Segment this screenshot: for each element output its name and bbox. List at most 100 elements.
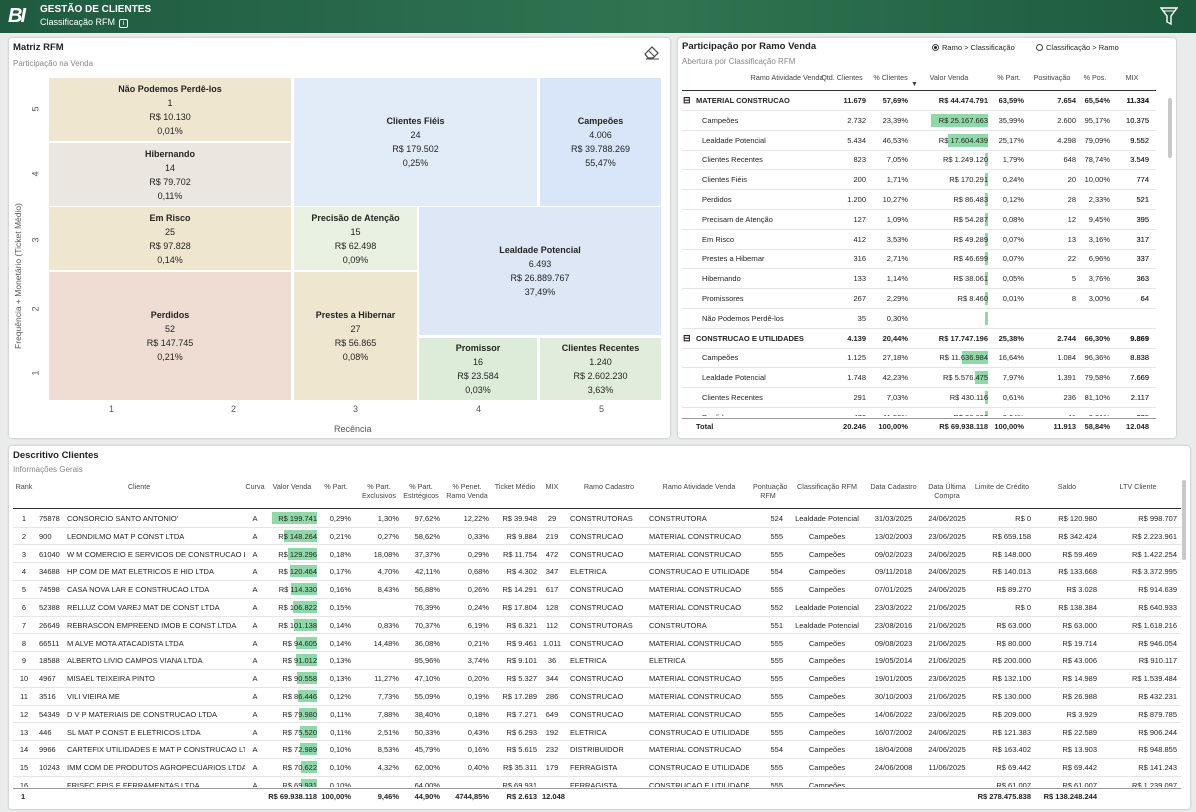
clients-row[interactable]: 2 900 LEONDILMO MAT P CONST LTDA A R$ 148.26… <box>9 527 1177 546</box>
part-cell: 521 <box>1136 195 1149 204</box>
part-row[interactable]: Precisam de Atenção 127 1,09% R$ 54.287 0,08… <box>678 210 1158 229</box>
radio-classificacao[interactable]: Classificação > Ramo <box>1036 43 1119 52</box>
clients-col-header[interactable]: % Part. <box>324 482 348 491</box>
clients-col-header[interactable]: Classificação RFM <box>797 482 857 491</box>
rank-cell: 4 <box>21 567 27 577</box>
rfm-tile[interactable]: Perdidos 52 R$ 147.745 0,21% <box>49 272 291 400</box>
part-row[interactable]: Clientes Fiéis 200 1,71% R$ 170.291 0,24% 20 1… <box>678 170 1158 189</box>
clients-col-header[interactable]: Curva <box>245 482 265 491</box>
rfm-tile[interactable]: Clientes Recentes 1.240 R$ 2.602.230 3,63% <box>540 338 661 400</box>
clients-col-header[interactable]: % Part. Exclusivos <box>362 482 396 500</box>
part-row[interactable]: Lealdade Potencial 5.434 46,53% R$ 17.604.4… <box>678 131 1158 150</box>
part-col-header[interactable]: % Pos. <box>1083 73 1107 82</box>
clients-cell: 219 <box>545 531 559 541</box>
clients-row[interactable]: 11 3516 VILI VIEIRA ME A R$ 86.446 0,12% 7,73%… <box>9 687 1177 706</box>
clients-cell: MATERIAL CONSTRUCAO <box>649 638 742 648</box>
clients-cell: 555 <box>770 674 783 684</box>
clients-cell: A <box>252 603 258 612</box>
part-cell <box>1028 309 1076 328</box>
row-divider <box>682 209 1156 210</box>
clients-col-header[interactable]: Pontuação RFM <box>753 482 788 500</box>
clients-scrollbar[interactable] <box>1182 480 1186 560</box>
clients-row[interactable]: 9 18588 ALBERTO LIVIO CAMPOS VIANA LTDA A R$… <box>9 651 1177 670</box>
part-row[interactable]: Perdidos 1.200 10,27% R$ 86.483 0,12% 28 2,33%… <box>678 190 1158 209</box>
sales-bar <box>296 672 317 685</box>
clients-row[interactable]: 1 75878 CONSORCIO SANTO ANTONIO' A R$ 199.74… <box>9 509 1177 528</box>
clients-row[interactable]: 3 61040 W M COMERCIO E SERVICOS DE CONSTRU… <box>9 545 1177 564</box>
rfm-tile[interactable]: Precisão de Atenção 15 R$ 62.498 0,09% <box>294 207 417 270</box>
part-cell: 1.125 <box>847 353 866 363</box>
clients-cell: 112 <box>546 620 558 630</box>
clients-row[interactable]: 10 4967 MISAEL TEIXEIRA PINTO A R$ 90.558 0,1… <box>9 669 1177 688</box>
rfm-tile[interactable]: Em Risco 25 R$ 97.828 0,14% <box>49 207 291 270</box>
clients-col-header[interactable]: Rank <box>15 482 33 491</box>
part-col-header[interactable]: Qtd. Clientes <box>821 73 863 82</box>
clients-row[interactable]: 4 34688 HP COM DE MAT ELETRICOS E HID LTDA… <box>9 562 1177 581</box>
clients-col-header[interactable]: Data Cadastro <box>870 482 917 491</box>
part-row[interactable]: Campeões 2.732 23,39% R$ 25.167.663 35,99% 2.… <box>678 111 1158 130</box>
part-cell: 9,45% <box>1088 214 1110 224</box>
info-icon[interactable]: i <box>119 19 129 28</box>
clients-row[interactable]: 7 26649 REBRASCON EMPREEND IMOB E CONST LT… <box>9 616 1177 635</box>
rfm-tile[interactable]: Prestes a Hibernar 27 R$ 56.865 0,08% <box>294 272 417 400</box>
clients-row[interactable]: 12 54349 D V P MATERIAIS DE CONSTRUCAO LTD… <box>9 705 1177 724</box>
part-row[interactable]: Em Risco 412 3,53% R$ 49.289 0,07% 13 3,16% 317… <box>678 230 1158 249</box>
part-col-header[interactable]: Positivação <box>1033 73 1071 82</box>
clients-col-header[interactable]: Ramo Cadastro <box>583 482 635 491</box>
clients-cell: R$ 63.000 <box>1062 620 1097 630</box>
clients-col-header[interactable]: LTV Cliente <box>1119 482 1157 491</box>
clients-cell <box>542 776 562 787</box>
part-scrollbar[interactable] <box>1168 98 1172 158</box>
part-col-header[interactable]: % Clientes <box>873 73 908 82</box>
clients-row[interactable]: 13 446 SL MAT P CONST E ELETRICOS LTDA A R$ … <box>9 723 1177 742</box>
part-row[interactable]: Lealdade Potencial 1.748 42,23% R$ 5.576.47… <box>678 368 1158 387</box>
clients-row[interactable]: 15 10243 IMM COM DE PRODUTOS AGROPECUARIOS… <box>9 758 1177 777</box>
clients-row[interactable]: 14 9966 CARTEFIX UTILIDADES E MAT P CONSTR… <box>9 740 1177 759</box>
sort-desc-icon[interactable]: ▼ <box>911 81 918 88</box>
part-row[interactable]: Hibernando 133 1,14% R$ 38.061 0,05% 5 3,76% 36… <box>678 269 1158 288</box>
part-col-header[interactable]: Ramo Atividade Venda <box>750 73 824 82</box>
part-row[interactable]: Prestes a Hibernar 316 2,71% R$ 46.699 0,07%… <box>678 249 1158 268</box>
clients-col-header[interactable]: Valor Venda <box>272 482 312 491</box>
rfm-tile-name: Não Podemos Perdê-los <box>118 83 222 94</box>
clients-col-header[interactable]: % Penet. Ramo Venda <box>446 482 488 500</box>
clients-col-header[interactable]: Ramo Atividade Venda <box>662 482 736 491</box>
clients-col-header[interactable]: Limite de Crédito <box>974 482 1030 491</box>
clients-row[interactable]: 8 66511 M ALVE MOTA ATACADISTA LTDA A R$ 94.… <box>9 634 1177 653</box>
rfm-tile[interactable]: Hibernando 14 R$ 79.702 0,11% <box>49 143 291 206</box>
part-row[interactable]: Não Podemos Perdê-los 35 0,30% <box>678 309 1158 328</box>
filter-icon[interactable] <box>1160 6 1178 26</box>
value-bar <box>931 113 988 127</box>
part-col-header[interactable]: MIX <box>1125 73 1139 82</box>
clients-cell: 555 <box>770 585 783 595</box>
rfm-tile[interactable]: Promissor 16 R$ 23.584 0,03% <box>419 338 537 400</box>
rfm-tile[interactable]: Não Podemos Perdê-los 1 R$ 10.130 0,01% <box>49 78 291 141</box>
clients-col-header[interactable]: Ticket Médio <box>494 482 536 491</box>
clients-row[interactable]: 5 74598 CASA NOVA LAR E CONSTRUCAO LTDA A R$… <box>9 580 1177 599</box>
rfm-tile[interactable]: Clientes Fiéis 24 R$ 179.502 0,25% <box>294 78 537 206</box>
clients-row[interactable]: 16 FRISEC EPIS E FERRAMENTAS LTDA A R$ 69.9… <box>9 776 1177 787</box>
part-col-header[interactable]: Valor Venda <box>929 73 969 82</box>
part-row[interactable]: Clientes Recentes 823 7,05% R$ 1.249.120 1,7… <box>678 150 1158 169</box>
clients-col-header[interactable]: % Part. Estrtégicos <box>403 482 439 500</box>
part-row[interactable]: Promissores 267 2,29% R$ 8.460 0,01% 8 3,00% 64… <box>678 289 1158 308</box>
clients-col-header[interactable]: Saldo <box>1057 482 1077 491</box>
part-cell: 2.117 <box>1130 393 1149 402</box>
part-row[interactable]: Campeões 1.125 27,18% R$ 11.636.984 16,64% 1.… <box>678 348 1158 367</box>
clients-cell: 47,10% <box>414 674 440 684</box>
clients-col-header[interactable]: Cliente <box>127 482 151 491</box>
part-row[interactable]: Clientes Recentes 291 7,03% R$ 430.116 0,61%… <box>678 388 1158 407</box>
rfm-tile[interactable]: Campeões 4.006 R$ 39.788.269 55,47% <box>540 78 661 206</box>
expand-icon[interactable]: ⊟ <box>683 95 691 105</box>
part-row[interactable]: ⊟ MATERIAL CONSTRUCAO 11.679 57,69% R$ 44.47… <box>678 91 1158 110</box>
clients-row[interactable]: 6 52388 RELLUZ COM VAREJ MAT DE CONST LTDA… <box>9 598 1177 617</box>
part-row[interactable]: ⊟ CONSTRUCAO E UTILIDADES 4.139 20,44% R$ 17… <box>678 329 1158 348</box>
part-col-header[interactable]: % Part. <box>997 73 1021 82</box>
radio-ramo[interactable]: Ramo > Classificação <box>932 43 1015 52</box>
rfm-tile[interactable]: Lealdade Potencial 6.493 R$ 26.889.767 37,4… <box>419 207 661 335</box>
part-row[interactable]: Perdidos476 11,50%R$ 26.628 0,04% 11 2,31% 28… <box>678 408 1158 416</box>
expand-icon[interactable]: ⊟ <box>683 332 691 343</box>
eraser-icon[interactable] <box>643 44 661 60</box>
clients-col-header[interactable]: Data Última Compra <box>928 482 966 500</box>
clients-col-header[interactable]: MIX <box>545 482 559 491</box>
